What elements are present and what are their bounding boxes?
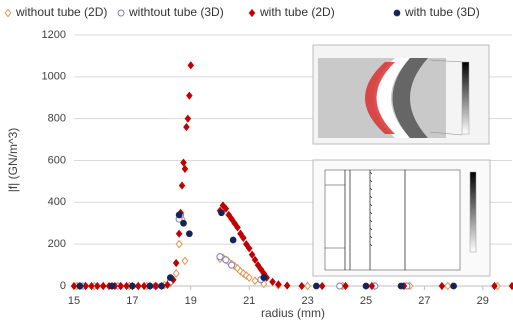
y-axis-title: |f| (GN/m^3) xyxy=(6,128,20,193)
data-point xyxy=(270,278,276,285)
legend-label: with tube (3D) xyxy=(404,5,480,19)
data-point xyxy=(261,275,267,281)
y-tick-label: 1200 xyxy=(42,29,66,41)
legend-marker xyxy=(118,10,124,16)
data-point xyxy=(180,220,186,226)
data-point xyxy=(299,282,305,289)
y-tick-label: 0 xyxy=(60,280,66,292)
x-tick-label: 27 xyxy=(418,295,430,307)
data-point xyxy=(109,283,115,289)
x-tick-label: 23 xyxy=(301,295,313,307)
data-point xyxy=(319,282,325,289)
data-point xyxy=(186,92,192,99)
y-tick-label: 1000 xyxy=(42,71,66,83)
data-point xyxy=(305,282,311,289)
data-point xyxy=(100,282,106,289)
data-point xyxy=(230,237,236,243)
data-point xyxy=(284,282,290,289)
data-point xyxy=(188,62,194,69)
legend-label: withtout tube (3D) xyxy=(128,5,224,19)
data-point xyxy=(184,123,190,130)
data-point xyxy=(439,282,445,289)
data-point xyxy=(182,257,188,264)
x-tick-label: 29 xyxy=(477,295,489,307)
x-tick-label: 17 xyxy=(126,295,138,307)
legend-marker xyxy=(249,9,255,16)
x-tick-label: 15 xyxy=(68,295,80,307)
data-point xyxy=(129,283,135,289)
inset-colorbar xyxy=(462,62,469,134)
y-tick-label: 200 xyxy=(48,238,66,250)
data-point xyxy=(173,259,179,266)
x-tick-label: 21 xyxy=(243,295,255,307)
legend-label: with tube (2D) xyxy=(259,5,335,19)
data-point xyxy=(182,165,188,172)
data-point xyxy=(223,257,229,263)
y-tick-label: 600 xyxy=(48,154,66,166)
data-point xyxy=(176,241,182,248)
data-point xyxy=(337,283,343,289)
data-point xyxy=(135,282,141,289)
y-tick-label: 400 xyxy=(48,196,66,208)
data-point xyxy=(77,283,83,289)
data-point xyxy=(509,282,513,289)
data-point xyxy=(398,283,404,289)
data-point xyxy=(147,283,153,289)
data-point xyxy=(313,283,319,289)
data-point xyxy=(176,212,182,218)
data-point xyxy=(445,282,451,289)
data-point xyxy=(218,210,224,216)
data-point xyxy=(159,283,165,289)
y-tick-label: 800 xyxy=(48,113,66,125)
data-point xyxy=(451,283,457,289)
data-point xyxy=(217,254,223,260)
insets xyxy=(313,45,490,276)
data-point xyxy=(363,283,369,289)
x-tick-label: 25 xyxy=(360,295,372,307)
data-point xyxy=(229,262,235,268)
x-tick-label: 19 xyxy=(185,295,197,307)
data-point xyxy=(186,231,192,237)
data-point xyxy=(252,277,258,284)
data-point xyxy=(176,230,182,237)
legend-label: without tube (2D) xyxy=(15,5,107,19)
legend: without tube (2D) withtout tube (3D) with … xyxy=(5,5,480,19)
legend-marker xyxy=(5,9,11,16)
data-point xyxy=(173,270,179,277)
data-point xyxy=(167,275,173,281)
inset-colorbar xyxy=(470,172,476,252)
x-axis-title: radius (mm) xyxy=(261,306,325,320)
legend-marker xyxy=(394,10,400,16)
data-point xyxy=(179,182,185,189)
data-point xyxy=(185,115,191,122)
chart: radius (mm) |f| (GN/m^3) 0 200 400 600 800 10… xyxy=(0,0,513,329)
